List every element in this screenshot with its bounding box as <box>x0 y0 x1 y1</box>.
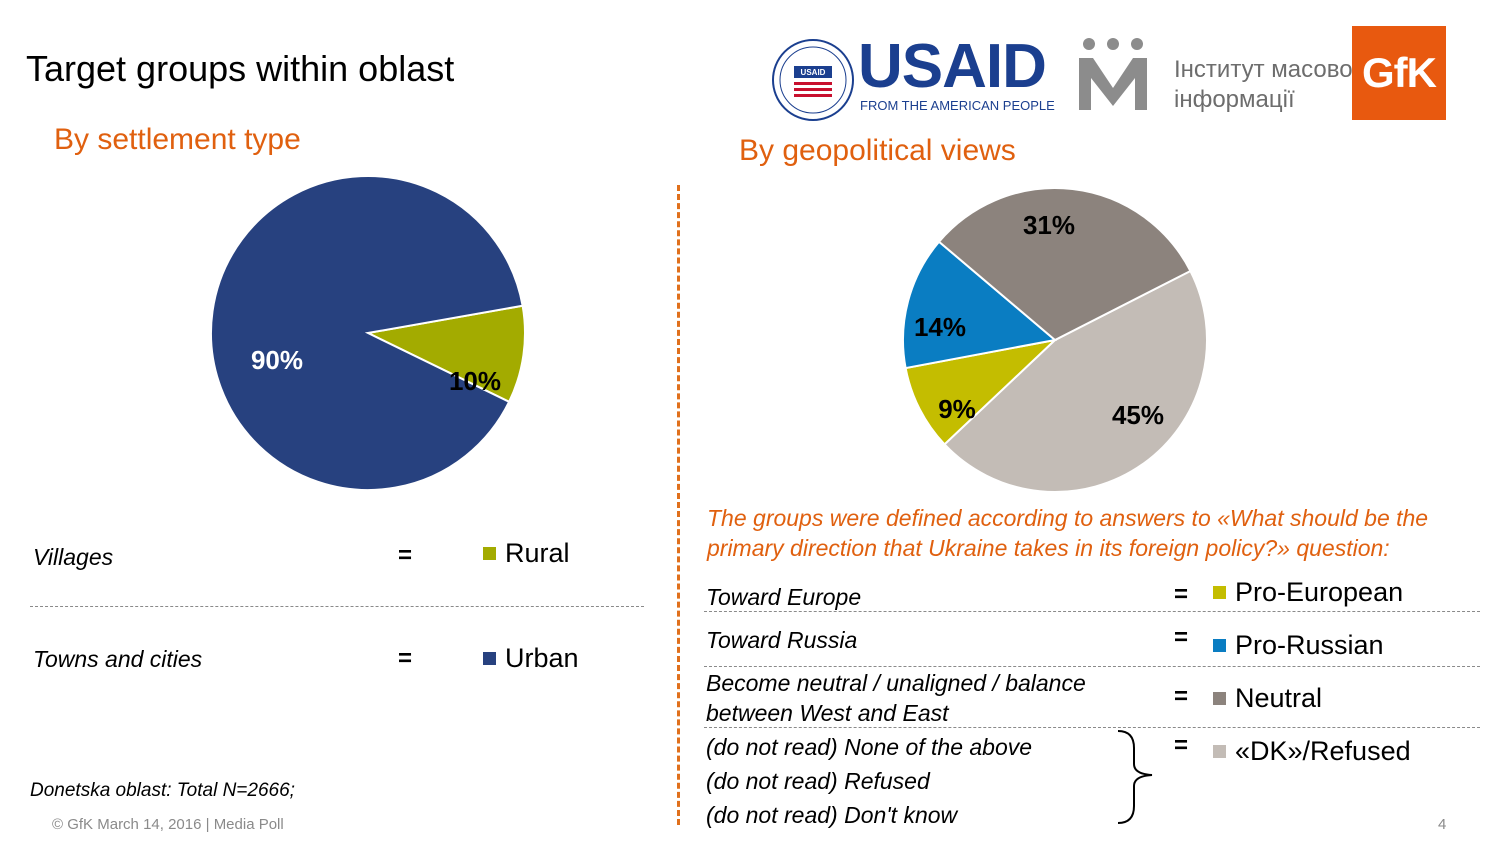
rural-label: Rural <box>505 538 570 568</box>
russia-equals: = <box>1174 624 1189 651</box>
neutral-swatch <box>1213 691 1226 705</box>
dk-text-line2: (do not read) Refused <box>706 768 930 794</box>
dk-refused-legend: «DK»/Refused <box>1213 735 1411 767</box>
neutral-equals: = <box>1174 683 1189 710</box>
page-number: 4 <box>1438 816 1447 833</box>
gfk-logo-text: GfK <box>1362 49 1437 96</box>
europe-equals: = <box>1174 581 1189 608</box>
rural-legend: Rural <box>483 537 570 569</box>
villages-text: Villages <box>33 544 114 570</box>
settlement-data-label: 90% <box>251 345 303 375</box>
curly-brace-icon <box>1117 730 1153 824</box>
neutral-label: Neutral <box>1235 683 1323 713</box>
dk-refused-swatch <box>1213 744 1226 758</box>
pro-russian-swatch <box>1213 638 1226 652</box>
imi-logo <box>1079 38 1147 110</box>
geopolitical-slice-neutral <box>937 187 1192 342</box>
sample-total: Donetska oblast: Total N=2666; <box>30 780 295 801</box>
logo-area: USAID USAID FROM THE AMERICAN PEOPLE Інс… <box>770 26 1450 122</box>
geopolitical-data-label: 9% <box>938 394 976 424</box>
towns-equals: = <box>398 645 413 672</box>
usaid-seal-text: USAID <box>801 68 826 77</box>
toward-russia-text: Toward Russia <box>706 627 858 653</box>
left-subtitle: By settlement type <box>54 123 301 156</box>
vertical-divider <box>677 185 680 825</box>
geopolitical-slice-pro-russian <box>902 240 1058 370</box>
pro-european-label: Pro-European <box>1235 577 1404 607</box>
right-row-separator-2 <box>704 666 1480 667</box>
gfk-logo: GfK <box>1352 26 1446 120</box>
dk-refused-label: «DK»/Refused <box>1235 736 1411 766</box>
toward-europe-text: Toward Europe <box>706 584 862 610</box>
slide-title: Target groups within oblast <box>26 48 455 89</box>
right-subtitle: By geopolitical views <box>739 134 1016 167</box>
urban-legend: Urban <box>483 642 579 674</box>
geopolitical-pie-chart: 45% 9% 14% 31% <box>902 187 1209 493</box>
imi-text-line2: інформації <box>1174 86 1295 113</box>
dk-text-line1: (do not read) None of the above <box>706 734 1033 760</box>
dk-equals: = <box>1174 732 1189 759</box>
urban-swatch <box>483 651 496 665</box>
pro-european-legend: Pro-European <box>1213 576 1403 608</box>
settlement-slice-urban <box>210 175 524 492</box>
definition-note: The groups were defined according to ans… <box>707 505 1429 561</box>
towns-text: Towns and cities <box>33 646 203 672</box>
neutral-text-line2: between West and East <box>706 700 949 726</box>
geopolitical-data-label: 31% <box>1023 210 1075 240</box>
urban-label: Urban <box>505 643 579 673</box>
settlement-pie-chart: 10% 90% <box>210 175 526 492</box>
rural-swatch <box>483 546 496 560</box>
villages-equals: = <box>398 542 413 569</box>
dk-text-line3: (do not read) Don't know <box>706 802 958 828</box>
pro-russian-legend: Pro-Russian <box>1213 629 1384 661</box>
geopolitical-data-label: 14% <box>914 312 966 342</box>
right-row-separator-3 <box>704 727 1480 728</box>
neutral-text-line1: Become neutral / unaligned / balance <box>706 670 1086 696</box>
settlement-slice-rural <box>364 304 526 404</box>
imi-text-line1: Інститут масової <box>1174 56 1360 83</box>
geopolitical-data-label: 45% <box>1112 400 1164 430</box>
geopolitical-slice-pro-european <box>904 338 1059 446</box>
pro-russian-label: Pro-Russian <box>1235 630 1384 660</box>
geopolitical-slice-dk-refused <box>943 269 1209 493</box>
usaid-tagline: FROM THE AMERICAN PEOPLE <box>860 98 1055 113</box>
left-row-separator <box>30 606 644 607</box>
settlement-data-label: 10% <box>449 366 501 396</box>
footer-copyright: © GfK March 14, 2016 | Media Poll <box>52 816 284 833</box>
pro-european-swatch <box>1213 585 1226 599</box>
usaid-wordmark: USAID <box>858 32 1047 101</box>
usaid-seal-logo: USAID <box>772 39 854 121</box>
neutral-legend: Neutral <box>1213 682 1322 714</box>
right-row-separator-1 <box>704 611 1480 612</box>
